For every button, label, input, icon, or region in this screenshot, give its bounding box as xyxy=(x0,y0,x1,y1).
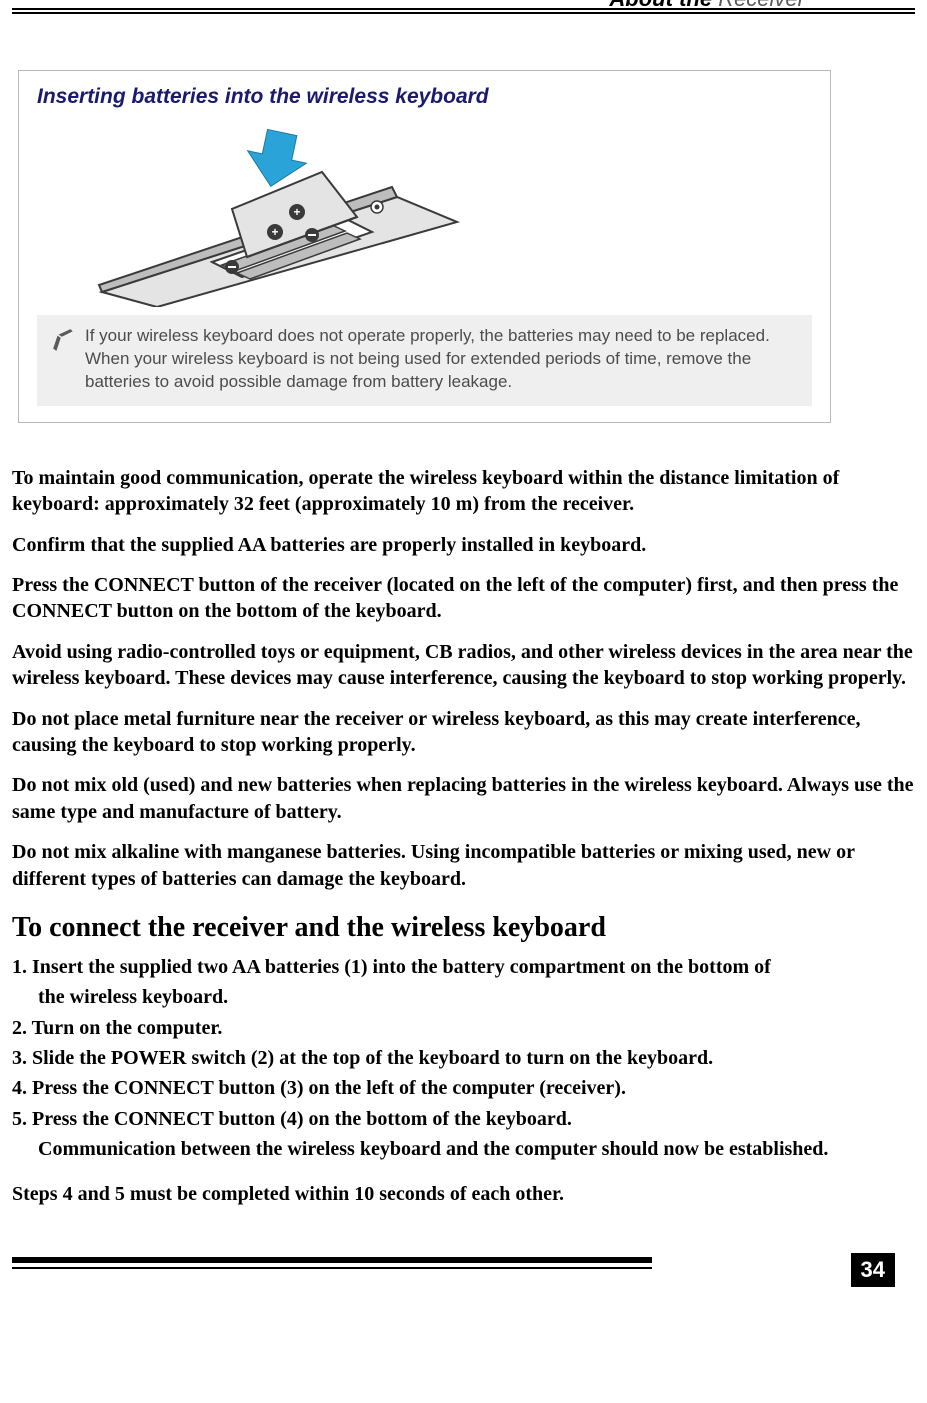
step-5-note: Communication between the wireless keybo… xyxy=(12,1136,915,1162)
page-header: About the Receiver xyxy=(12,0,915,12)
pencil-note-icon xyxy=(51,327,77,394)
footer-rule-thick xyxy=(12,1257,652,1263)
page-number: 34 xyxy=(851,1253,895,1287)
note-box: If your wireless keyboard does not opera… xyxy=(37,315,812,406)
para-1: To maintain good communication, operate … xyxy=(12,465,915,518)
footer-rule-thin xyxy=(12,1267,652,1269)
figure-caption: Inserting batteries into the wireless ke… xyxy=(37,85,812,109)
para-4: Avoid using radio-controlled toys or equ… xyxy=(12,639,915,692)
closing-note: Steps 4 and 5 must be completed within 1… xyxy=(12,1181,915,1207)
battery-diagram: + + xyxy=(97,117,467,307)
step-2: 2. Turn on the computer. xyxy=(12,1015,915,1041)
closing-note-wrap: Steps 4 and 5 must be completed within 1… xyxy=(12,1181,915,1207)
section-heading: To connect the receiver and the wireless… xyxy=(12,912,915,944)
note-text: If your wireless keyboard does not opera… xyxy=(85,325,798,394)
para-3: Press the CONNECT button of the receiver… xyxy=(12,572,915,625)
figure-panel: Inserting batteries into the wireless ke… xyxy=(18,70,831,423)
step-1-cont: the wireless keyboard. xyxy=(12,984,915,1010)
step-1: 1. Insert the supplied two AA batteries … xyxy=(12,954,915,980)
step-3: 3. Slide the POWER switch (2) at the top… xyxy=(12,1045,915,1071)
step-4: 4. Press the CONNECT button (3) on the l… xyxy=(12,1075,915,1101)
para-5: Do not place metal furniture near the re… xyxy=(12,706,915,759)
steps-list: 1. Insert the supplied two AA batteries … xyxy=(12,954,915,1163)
para-6: Do not mix old (used) and new batteries … xyxy=(12,772,915,825)
body-paragraphs: To maintain good communication, operate … xyxy=(12,465,915,892)
page-footer: 34 xyxy=(12,1257,915,1297)
svg-text:+: + xyxy=(271,225,278,239)
para-7: Do not mix alkaline with manganese batte… xyxy=(12,839,915,892)
header-bold: About the xyxy=(609,0,718,11)
header-gray: Receiver xyxy=(718,0,805,11)
para-2: Confirm that the supplied AA batteries a… xyxy=(12,532,915,558)
step-5: 5. Press the CONNECT button (4) on the b… xyxy=(12,1106,915,1132)
svg-text:+: + xyxy=(293,205,300,219)
